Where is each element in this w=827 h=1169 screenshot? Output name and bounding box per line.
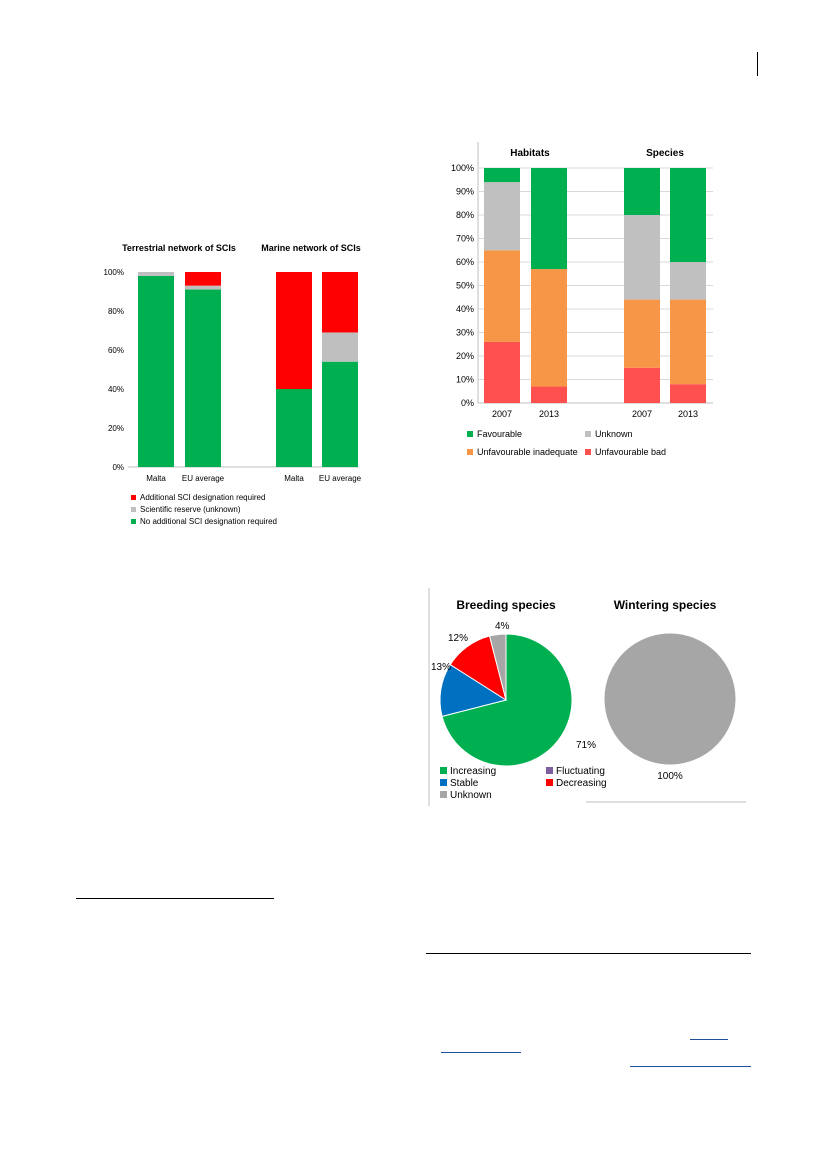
sci-network-chart: 0% 20% 40% 60% 80% 100% Malta EU average Terrest… [104, 243, 362, 526]
pie-data-label: 13% [431, 662, 451, 673]
bar-segment [322, 272, 358, 333]
pie-data-label: 100% [657, 771, 683, 782]
footnote-separator-right [426, 953, 751, 954]
legend-label: Unfavourable bad [595, 447, 666, 457]
y-tick-label: 100% [451, 163, 474, 173]
legend-swatch [131, 507, 136, 512]
y-tick-label: 90% [456, 187, 474, 197]
legend-swatch [440, 791, 447, 798]
bar-segment [531, 386, 567, 403]
group-title: Marine network of SCIs [261, 243, 361, 253]
legend-swatch [585, 449, 591, 455]
y-tick-label: 40% [108, 385, 124, 394]
legend-swatch [467, 449, 473, 455]
bar-segment [484, 182, 520, 251]
legend-label: No additional SCI designation required [140, 517, 277, 526]
legend-swatch [546, 767, 553, 774]
bird-trends-pie-charts: Breeding species 71% 13% 12% 4% Wintering spe… [428, 588, 746, 806]
bar-segment [670, 384, 706, 403]
y-tick-label: 20% [456, 351, 474, 361]
legend-label: Unknown [450, 790, 492, 801]
y-tick-label: 0% [112, 463, 124, 472]
bar-segment [322, 361, 358, 467]
y-tick-label: 50% [456, 281, 474, 291]
y-tick-label: 30% [456, 328, 474, 338]
bar-segment [484, 168, 520, 183]
legend-swatch [131, 495, 136, 500]
pie-title: Breeding species [456, 598, 556, 612]
bar-segment [484, 250, 520, 342]
bar-segment [624, 215, 660, 300]
bar-segment [624, 367, 660, 403]
bar-segment [670, 168, 706, 262]
pie-title: Wintering species [614, 598, 717, 612]
bar-segment [276, 272, 312, 389]
legend-label: Favourable [477, 429, 522, 439]
category-label: 2013 [678, 409, 698, 419]
pie-data-label: 4% [495, 621, 510, 632]
bar-segment [185, 272, 221, 286]
footnote-link-underline-1[interactable] [690, 1039, 728, 1040]
pie-slice [603, 632, 737, 766]
legend-label: Increasing [450, 766, 496, 777]
bar-segment [531, 269, 567, 387]
legend-label: Fluctuating [556, 766, 605, 777]
category-label: EU average [319, 474, 362, 483]
legend-label: Additional SCI designation required [140, 493, 265, 502]
legend-swatch [440, 767, 447, 774]
legend-swatch [131, 519, 136, 524]
footnote-link-underline-3[interactable] [630, 1066, 751, 1067]
bar-segment [624, 168, 660, 215]
y-tick-label: 60% [108, 346, 124, 355]
legend-swatch [546, 779, 553, 786]
pie-slice [441, 633, 573, 767]
legend-swatch [585, 431, 591, 437]
pie-data-label: 71% [576, 740, 596, 751]
bar-segment [185, 289, 221, 467]
bar-segment [322, 332, 358, 362]
bar-segment [624, 299, 660, 368]
footnote-separator-left [76, 898, 274, 899]
y-tick-label: 0% [461, 398, 474, 408]
category-label: 2007 [632, 409, 652, 419]
conservation-status-chart: 0% 10% 20% 30% 40% 50% 60% 70% 80% 90% 100% 2007 201… [451, 142, 713, 457]
legend-label: Decreasing [556, 778, 607, 789]
bar-segment [185, 285, 221, 290]
y-tick-label: 60% [456, 257, 474, 267]
group-title: Species [646, 148, 684, 159]
category-label: Malta [284, 474, 304, 483]
bar-segment [484, 341, 520, 403]
bar-segment [670, 299, 706, 385]
category-label: 2007 [492, 409, 512, 419]
bar-segment [670, 262, 706, 300]
legend-label: Unfavourable inadequate [477, 447, 578, 457]
legend-label: Scientific reserve (unknown) [140, 505, 241, 514]
y-tick-label: 20% [108, 424, 124, 433]
bar-segment [138, 275, 174, 467]
y-tick-label: 70% [456, 234, 474, 244]
header-vertical-rule [757, 52, 758, 76]
legend-swatch [440, 779, 447, 786]
bar-segment [276, 389, 312, 467]
pie-data-label: 12% [448, 633, 468, 644]
legend-label: Stable [450, 778, 479, 789]
y-tick-label: 40% [456, 304, 474, 314]
footnote-link-underline-2[interactable] [441, 1052, 521, 1053]
pie-slice [488, 633, 507, 701]
bar-segment [138, 272, 174, 276]
group-title: Terrestrial network of SCIs [122, 243, 236, 253]
y-tick-label: 10% [456, 375, 474, 385]
category-label: Malta [146, 474, 166, 483]
category-label: EU average [182, 474, 225, 483]
legend-label: Unknown [595, 429, 633, 439]
y-tick-label: 100% [104, 268, 124, 277]
legend-swatch [467, 431, 473, 437]
y-tick-label: 80% [108, 307, 124, 316]
group-title: Habitats [510, 148, 550, 159]
bar-segment [531, 168, 567, 270]
y-tick-label: 80% [456, 210, 474, 220]
category-label: 2013 [539, 409, 559, 419]
